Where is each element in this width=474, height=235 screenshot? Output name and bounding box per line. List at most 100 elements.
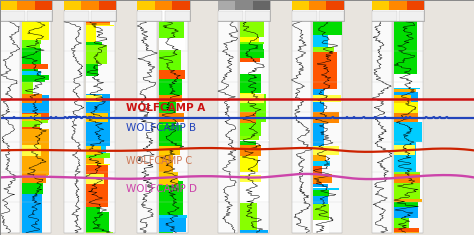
Bar — [22, 40, 41, 43]
Bar — [240, 74, 261, 93]
Bar — [313, 21, 342, 233]
Bar — [313, 167, 322, 184]
Bar — [313, 35, 328, 47]
Bar — [22, 175, 47, 176]
Bar — [240, 136, 259, 140]
Bar — [82, 0, 99, 10]
Bar — [240, 62, 263, 74]
Bar — [394, 88, 420, 89]
Bar — [240, 145, 261, 156]
Bar — [22, 71, 41, 74]
Bar — [313, 190, 329, 196]
Bar — [159, 21, 188, 233]
Bar — [240, 30, 264, 37]
Bar — [394, 202, 418, 207]
Bar — [313, 112, 339, 123]
Bar — [86, 153, 109, 158]
Bar — [159, 79, 182, 95]
Bar — [394, 172, 420, 199]
Bar — [22, 145, 41, 156]
Bar — [313, 219, 327, 222]
Bar — [240, 230, 268, 233]
Bar — [313, 89, 324, 147]
Bar — [159, 180, 179, 181]
Bar — [240, 172, 268, 203]
Bar — [86, 42, 102, 45]
Bar — [0, 0, 52, 21]
Bar — [394, 21, 423, 233]
Bar — [407, 0, 424, 10]
Bar — [394, 74, 420, 88]
Bar — [313, 184, 328, 187]
Bar — [86, 21, 110, 23]
Bar — [64, 11, 89, 21]
Bar — [313, 147, 327, 161]
Bar — [394, 92, 418, 102]
Bar — [313, 21, 342, 35]
Bar — [172, 0, 190, 10]
Bar — [240, 122, 261, 136]
Bar — [394, 207, 418, 218]
Bar — [159, 125, 182, 147]
Bar — [313, 204, 329, 219]
Bar — [0, 0, 18, 10]
Bar — [394, 122, 422, 142]
Text: WOLFCAMP C: WOLFCAMP C — [126, 156, 192, 166]
Bar — [137, 21, 157, 233]
Bar — [22, 174, 46, 184]
Bar — [159, 95, 176, 124]
Bar — [394, 228, 419, 232]
Bar — [91, 11, 116, 21]
Bar — [292, 0, 344, 21]
Bar — [313, 95, 341, 102]
Bar — [292, 0, 309, 10]
Bar — [86, 26, 96, 42]
Bar — [394, 199, 422, 202]
Bar — [22, 64, 48, 69]
Bar — [22, 69, 38, 71]
Bar — [240, 175, 261, 182]
Bar — [394, 21, 418, 74]
Bar — [313, 222, 329, 233]
Bar — [240, 94, 266, 122]
Bar — [240, 37, 259, 42]
Bar — [64, 21, 84, 233]
Bar — [394, 102, 418, 121]
Bar — [319, 11, 344, 21]
Bar — [22, 74, 49, 80]
Bar — [240, 203, 257, 230]
Bar — [292, 11, 317, 21]
Bar — [240, 49, 264, 58]
Bar — [313, 187, 330, 188]
Bar — [22, 21, 51, 233]
Bar — [218, 0, 270, 21]
Bar — [313, 161, 329, 167]
Bar — [313, 188, 338, 190]
Bar — [86, 146, 107, 153]
Bar — [22, 113, 49, 120]
Bar — [372, 0, 390, 10]
Bar — [159, 70, 185, 79]
Bar — [218, 0, 236, 10]
Bar — [159, 218, 186, 232]
Bar — [0, 21, 20, 233]
Bar — [240, 113, 256, 122]
Bar — [86, 23, 110, 25]
Bar — [18, 0, 35, 10]
Bar — [86, 64, 98, 76]
Bar — [159, 232, 173, 233]
Bar — [159, 38, 185, 50]
Bar — [22, 21, 49, 40]
Bar — [372, 0, 424, 21]
Bar — [372, 21, 392, 233]
Bar — [86, 76, 97, 94]
Bar — [218, 11, 243, 21]
Bar — [253, 0, 270, 10]
Bar — [137, 0, 155, 10]
Bar — [159, 176, 174, 180]
Bar — [22, 114, 41, 121]
Bar — [240, 141, 256, 149]
Bar — [159, 124, 175, 125]
Bar — [64, 0, 82, 10]
Bar — [159, 21, 184, 38]
